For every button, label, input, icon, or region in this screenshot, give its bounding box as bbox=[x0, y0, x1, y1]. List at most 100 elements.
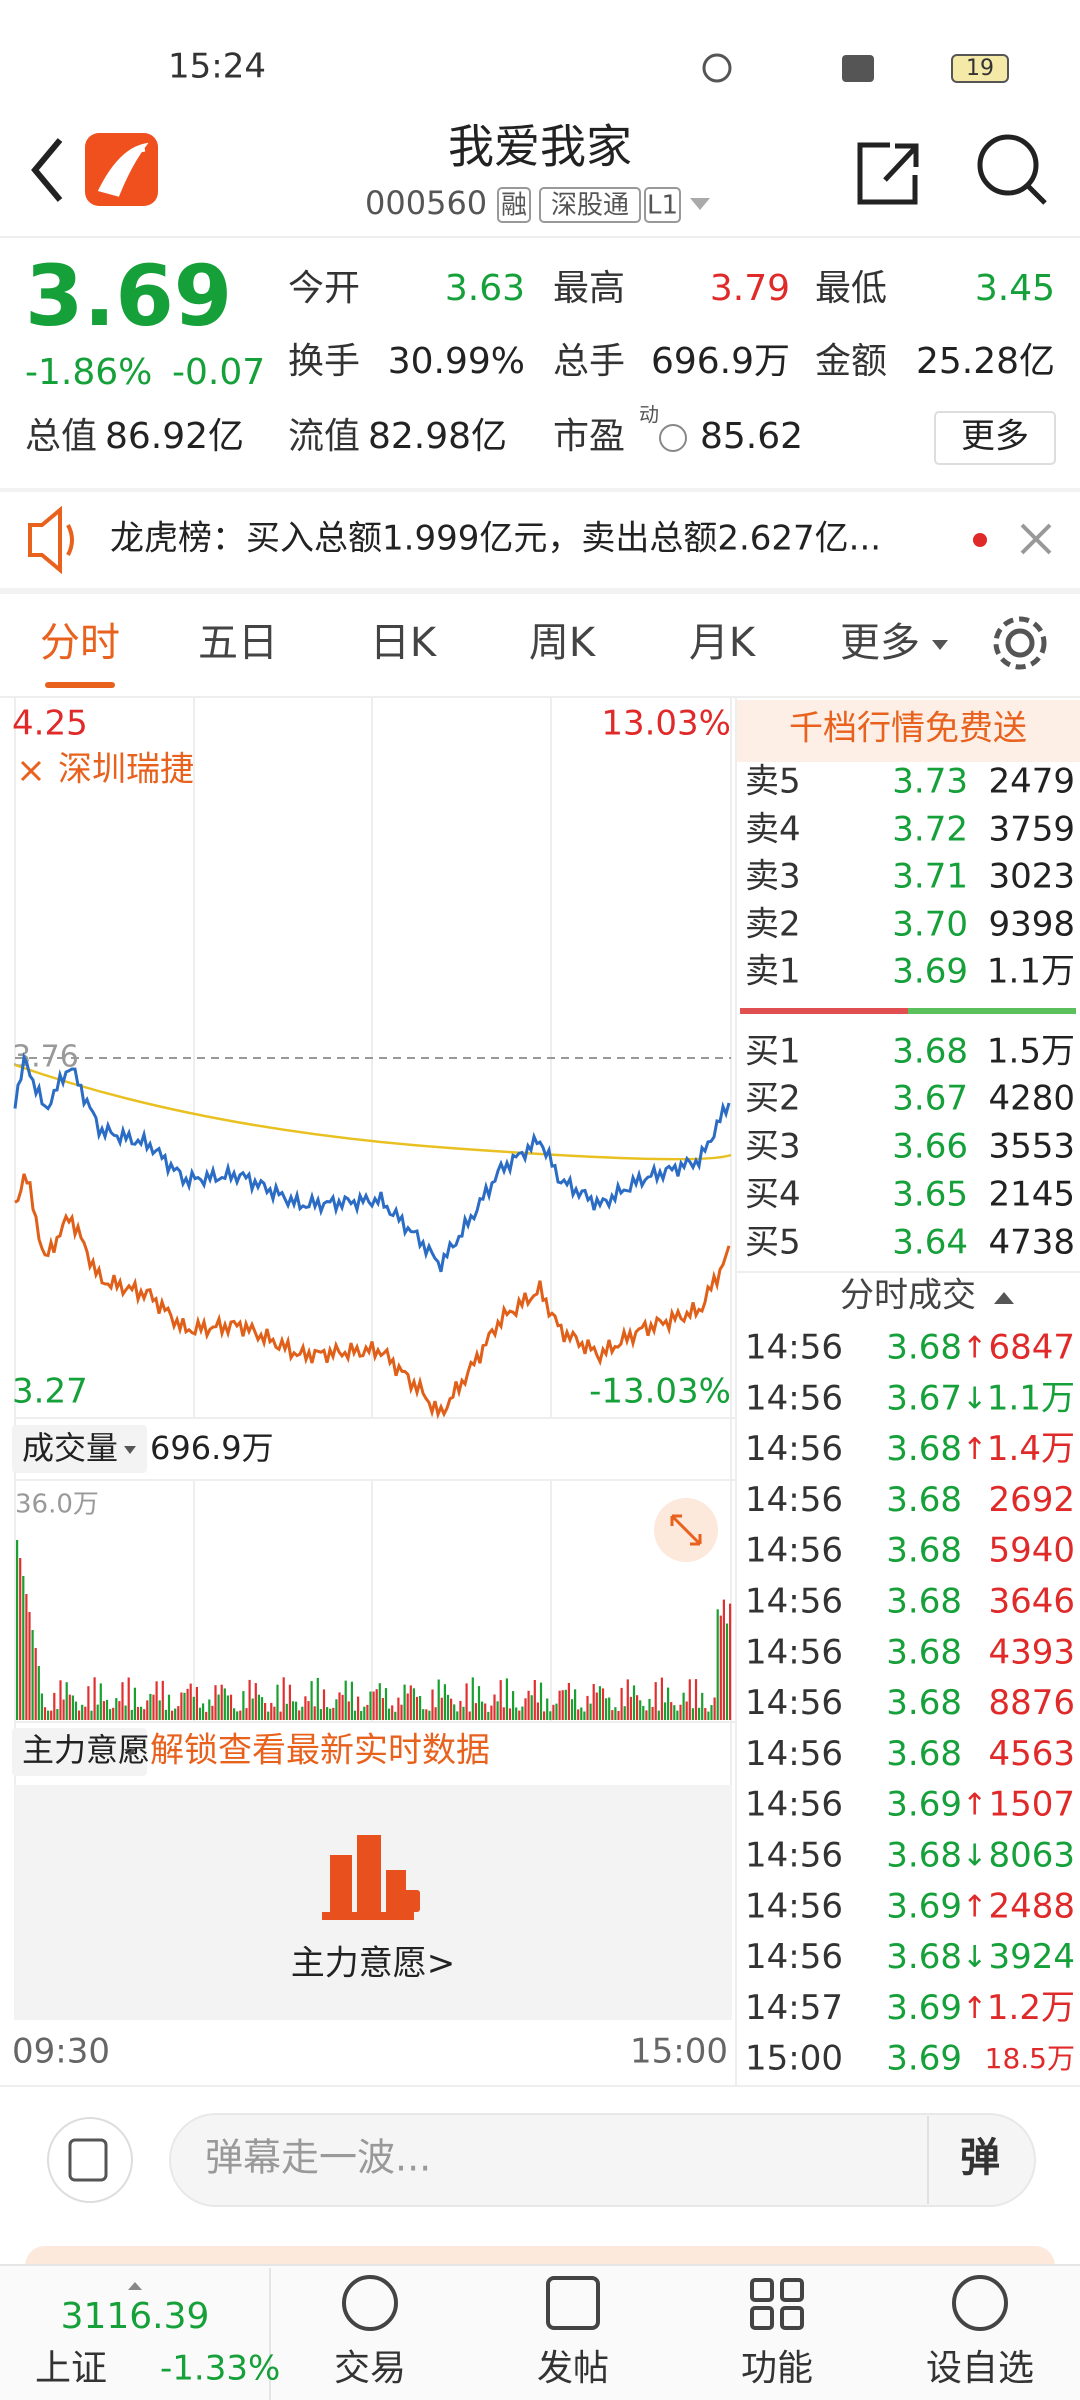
volume-bar bbox=[270, 1702, 273, 1720]
price-max: 4.25 bbox=[12, 704, 88, 744]
volume-bar bbox=[155, 1681, 158, 1720]
field-label: 市盈 bbox=[553, 416, 625, 457]
indicator-button[interactable]: 主力意愿> bbox=[291, 1944, 456, 1984]
volume-bar bbox=[558, 1690, 561, 1720]
volume-bar bbox=[713, 1697, 716, 1720]
locked-icon bbox=[322, 1835, 420, 1920]
nav-item[interactable]: 发帖 bbox=[537, 2348, 609, 2389]
expand-icon bbox=[670, 1514, 702, 1546]
volume-bar bbox=[59, 1680, 62, 1720]
nav-item[interactable]: 功能 bbox=[741, 2348, 813, 2389]
volume-bar bbox=[691, 1708, 694, 1720]
volume-bar bbox=[62, 1699, 65, 1720]
trade-price: 3.68 bbox=[886, 1632, 962, 1672]
volume-bar bbox=[632, 1685, 636, 1720]
badge bbox=[539, 187, 641, 223]
book-volume: 1.5万 bbox=[987, 1032, 1075, 1072]
volume-bar bbox=[372, 1691, 375, 1720]
book-volume: 2479 bbox=[988, 762, 1075, 802]
volume-bar bbox=[688, 1679, 691, 1720]
trade-price: 3.68 bbox=[886, 1531, 962, 1571]
book-volume: 3553 bbox=[988, 1127, 1075, 1167]
trade-time: 14:56 bbox=[745, 1328, 843, 1368]
remove-compare[interactable] bbox=[20, 760, 42, 782]
comment-input[interactable] bbox=[169, 2113, 1036, 2207]
trade-time: 14:56 bbox=[745, 1785, 843, 1825]
volume-bar bbox=[34, 1648, 37, 1720]
volume-bar bbox=[608, 1697, 611, 1720]
volume-bar bbox=[388, 1708, 391, 1720]
trade-time: 14:56 bbox=[745, 1937, 843, 1977]
volume-bar bbox=[605, 1698, 608, 1720]
volume-bar bbox=[68, 1694, 71, 1720]
back-button[interactable] bbox=[31, 138, 63, 202]
field-value: 85.62 bbox=[700, 416, 803, 457]
volume-bar bbox=[288, 1684, 291, 1720]
volume-bar bbox=[133, 1687, 136, 1720]
trade-price: 3.68 bbox=[886, 1328, 962, 1368]
tab[interactable]: 日K bbox=[370, 620, 438, 666]
tab[interactable]: 周K bbox=[529, 620, 597, 666]
comment-placeholder[interactable]: 弹幕走一波... bbox=[205, 2136, 431, 2180]
trade-price: 3.69 bbox=[886, 1886, 962, 1926]
volume-bar bbox=[639, 1700, 642, 1720]
share-button[interactable] bbox=[857, 142, 919, 205]
close-notice[interactable] bbox=[1020, 523, 1052, 555]
volume-bar bbox=[716, 1609, 719, 1720]
volume-bar bbox=[549, 1711, 552, 1720]
trade-volume: 4563 bbox=[988, 1734, 1075, 1774]
tab[interactable]: 更多 bbox=[840, 620, 920, 666]
volume-bar bbox=[685, 1701, 688, 1720]
tab[interactable]: 分时 bbox=[40, 620, 120, 666]
volume-bar bbox=[217, 1694, 220, 1720]
volume-bar bbox=[335, 1699, 338, 1720]
volume-selector[interactable] bbox=[12, 1425, 147, 1473]
unread-dot bbox=[973, 533, 987, 547]
logo-mark bbox=[97, 142, 149, 197]
volume-bar bbox=[96, 1704, 99, 1720]
nav-item[interactable]: 交易 bbox=[334, 2348, 406, 2389]
volume-bar bbox=[567, 1683, 570, 1720]
volume-bar bbox=[481, 1701, 484, 1720]
trade-time: 14:56 bbox=[745, 1378, 843, 1418]
volume-bar bbox=[521, 1706, 524, 1720]
more-button[interactable] bbox=[934, 411, 1056, 465]
book-volume: 3759 bbox=[988, 810, 1075, 850]
volume-bar bbox=[394, 1711, 397, 1720]
axis-start: 09:30 bbox=[12, 2032, 110, 2072]
volume-bar bbox=[65, 1682, 68, 1720]
volume-bar bbox=[654, 1682, 657, 1720]
tab[interactable]: 月K bbox=[689, 620, 757, 666]
volume-bar bbox=[214, 1685, 217, 1720]
volume-bar bbox=[471, 1677, 474, 1720]
search-button[interactable] bbox=[977, 134, 1047, 205]
volume-bar bbox=[319, 1709, 322, 1720]
settings-button[interactable] bbox=[993, 616, 1047, 670]
volume-bar bbox=[16, 1540, 19, 1720]
danmaku-settings[interactable] bbox=[47, 2117, 133, 2203]
book-level: 卖5 bbox=[745, 762, 801, 802]
unlock-link[interactable]: 解锁查看最新实时数据 bbox=[150, 1731, 490, 1771]
volume-bar bbox=[164, 1709, 167, 1720]
volume-bar bbox=[316, 1677, 319, 1720]
avg-price-line bbox=[14, 1063, 732, 1161]
more-label: 更多 bbox=[961, 417, 1029, 457]
volume-bar bbox=[561, 1690, 564, 1720]
volume-bar bbox=[583, 1711, 586, 1720]
volume-bar bbox=[146, 1700, 149, 1720]
book-price: 3.68 bbox=[892, 1032, 968, 1072]
indicator-selector[interactable] bbox=[12, 1728, 147, 1776]
volume-bar bbox=[115, 1698, 118, 1720]
nav-item[interactable]: 设自选 bbox=[926, 2348, 1034, 2389]
trade-time: 14:56 bbox=[745, 1734, 843, 1774]
tab[interactable]: 五日 bbox=[198, 620, 278, 666]
volume-bar bbox=[437, 1679, 440, 1720]
volume-bar bbox=[552, 1704, 555, 1720]
volume-bar bbox=[90, 1710, 93, 1720]
danmaku-button[interactable]: 弹 bbox=[960, 2135, 1000, 2181]
status-time: 15:24 bbox=[168, 47, 266, 87]
volume-bar bbox=[592, 1684, 595, 1720]
volume-bar bbox=[487, 1711, 490, 1720]
banner[interactable] bbox=[737, 700, 1080, 762]
divider bbox=[0, 236, 1080, 238]
